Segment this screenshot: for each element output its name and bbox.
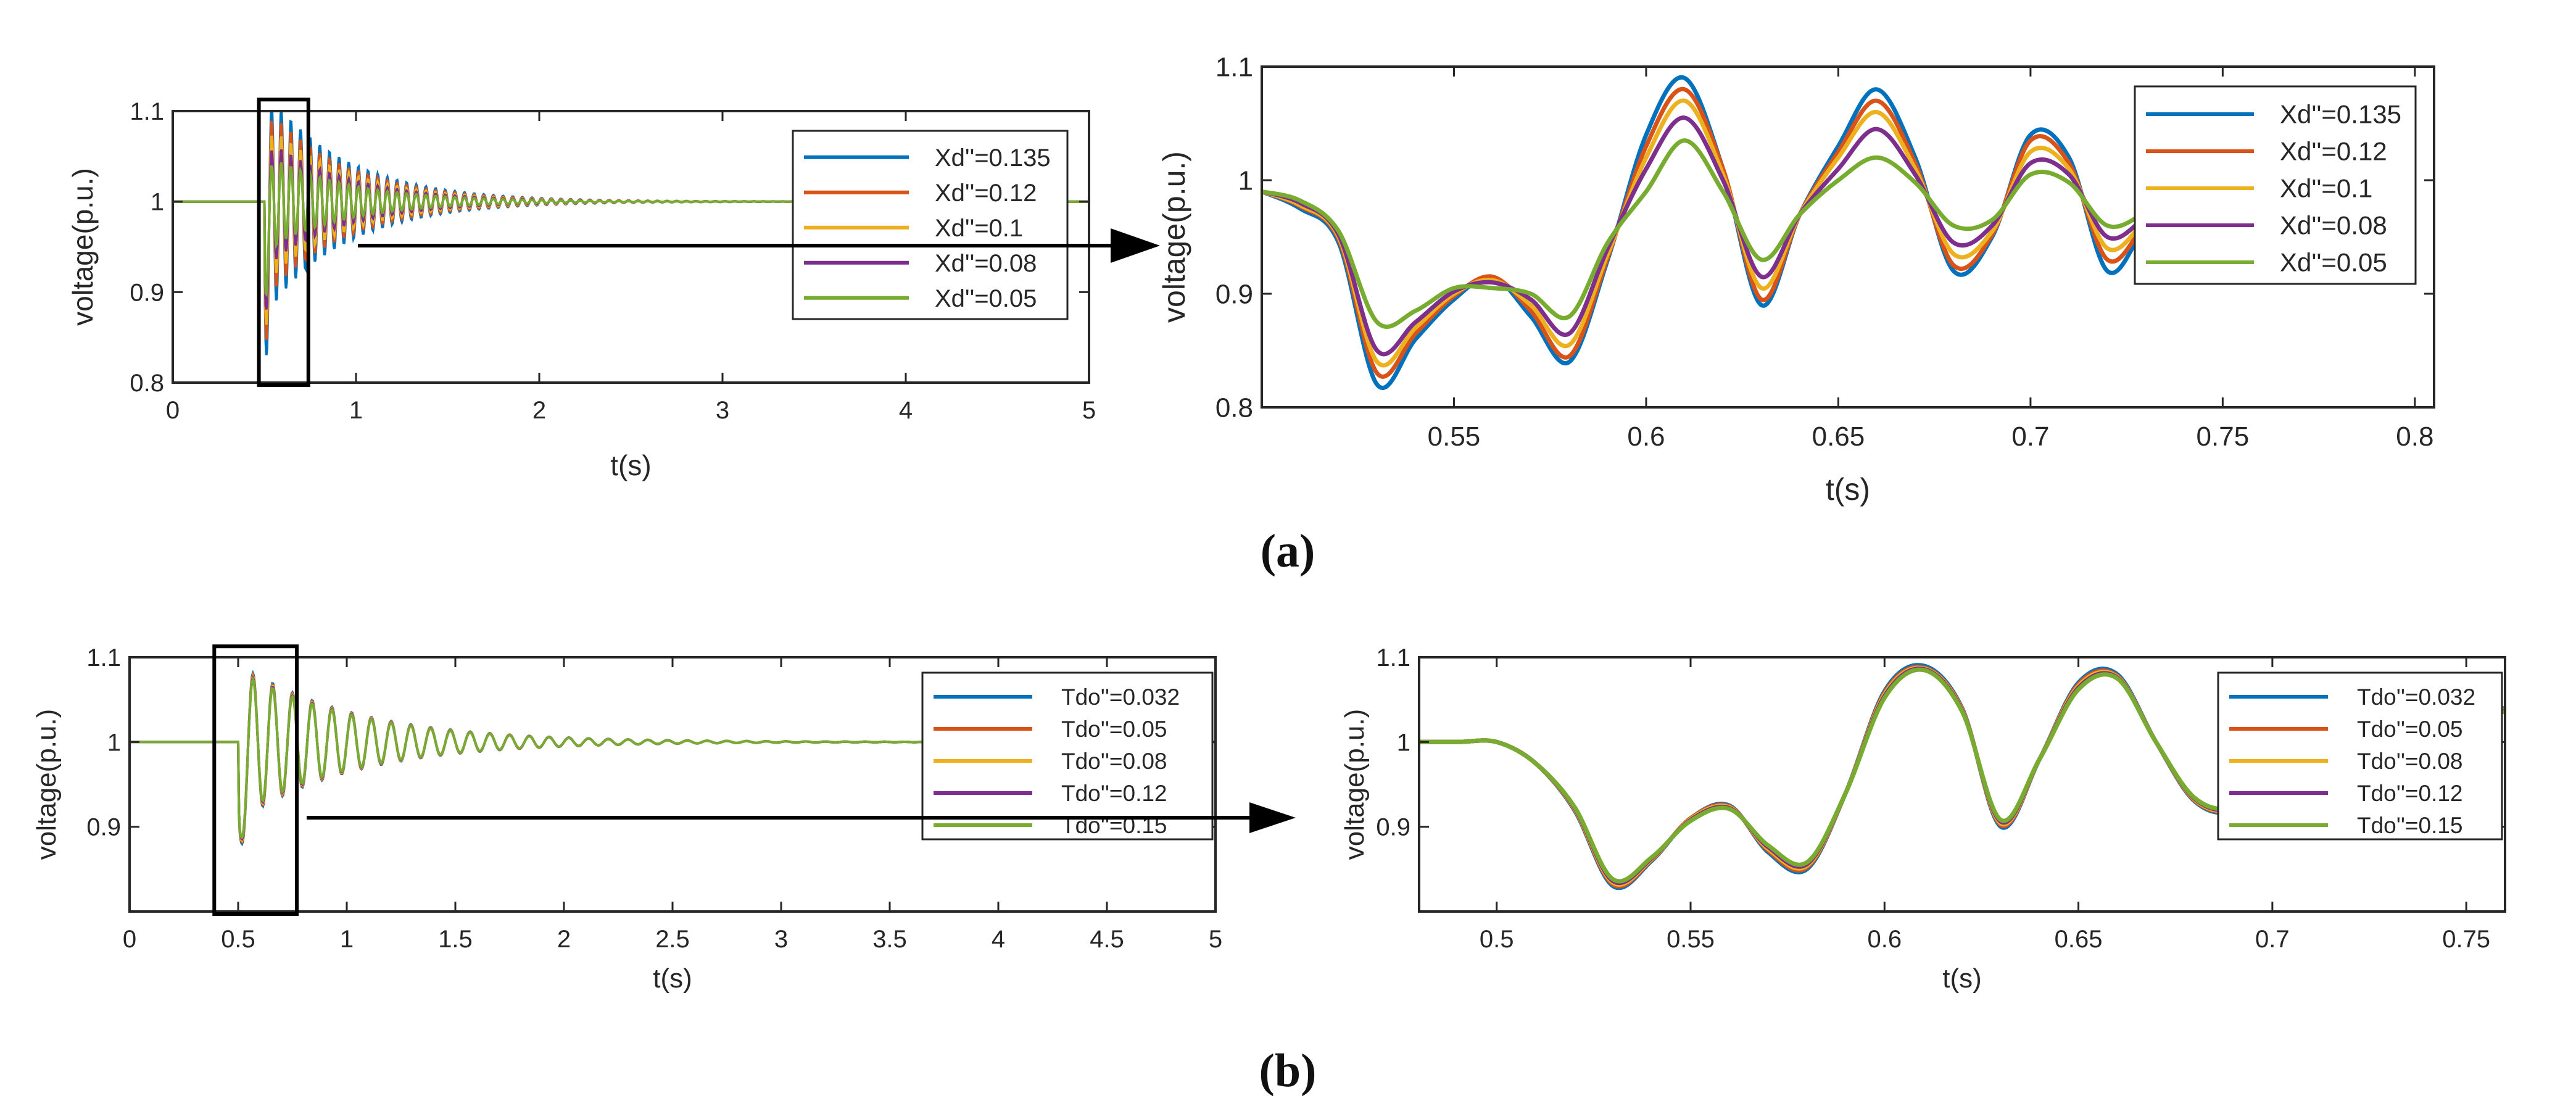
y-tick-label: 1 — [1397, 729, 1410, 756]
legend-entry: Tdo''=0.05 — [1061, 716, 1167, 742]
panel-label-b: (b) — [1259, 1045, 1317, 1097]
legend-box — [2134, 85, 2417, 285]
x-tick-label: 1 — [349, 397, 363, 424]
x-tick-label: 0.55 — [1428, 422, 1481, 452]
chart-a-zoom: 0.55 0.6 0.65 0.7 0.75 0.8 0.8 0.9 1 1.1 t(s) volta… — [1157, 52, 2435, 507]
legend-entry: Xd''=0.135 — [935, 144, 1051, 172]
x-tick-label: 4 — [899, 397, 913, 424]
legend-entry: Tdo''=0.032 — [1061, 684, 1180, 710]
legend-entry: Xd''=0.1 — [935, 215, 1023, 242]
legend-entry: Xd''=0.05 — [2280, 248, 2387, 277]
x-tick-label: 0.65 — [2055, 926, 2103, 953]
legend-entry: Tdo''=0.05 — [2357, 716, 2463, 742]
y-tick-label: 0.9 — [130, 279, 164, 306]
x-tick-label: 1 — [340, 926, 354, 953]
x-axis-label: t(s) — [610, 449, 651, 481]
y-tick-label: 1 — [151, 189, 164, 216]
x-tick-label: 4.5 — [1090, 926, 1124, 953]
axes-box — [1261, 65, 2435, 409]
y-tick-label: 0.8 — [1216, 393, 1253, 423]
x-tick-label: 1.5 — [438, 926, 473, 953]
x-tick-label: 0 — [166, 397, 180, 424]
chart-a-full: 0 1 2 3 4 5 0.8 0.9 1 1.1 t(s) voltage(p.u.) Xd''=0.… — [67, 98, 1096, 481]
legend-entry: Xd''=0.08 — [2280, 211, 2387, 240]
x-tick-label: 0.5 — [221, 926, 255, 953]
y-tick-label: 1 — [107, 729, 121, 756]
legend-box — [792, 130, 1069, 320]
legend-entry: Xd''=0.08 — [935, 250, 1037, 277]
x-tick-label: 2 — [532, 397, 546, 424]
y-tick-label: 0.9 — [86, 814, 121, 841]
zoom-arrow-a — [358, 228, 1160, 263]
legend: Xd''=0.135 Xd''=0.12 Xd''=0.1 Xd''=0.08 Xd''… — [792, 130, 1069, 320]
legend-box — [921, 671, 1214, 841]
x-tick-label: 0.6 — [1627, 422, 1665, 452]
legend: Tdo''=0.032 Tdo''=0.05 Tdo''=0.08 Tdo''=0.1… — [921, 671, 1214, 841]
legend: Xd''=0.135 Xd''=0.12 Xd''=0.1 Xd''=0.08 Xd''… — [2134, 85, 2417, 285]
x-tick-label: 2.5 — [655, 926, 690, 953]
x-tick-label: 4 — [992, 926, 1005, 953]
x-tick-label: 0 — [123, 926, 136, 953]
zoom-region-box — [257, 98, 310, 387]
zoom-arrow-b — [307, 802, 1296, 833]
y-tick-label: 0.9 — [1376, 814, 1410, 841]
x-tick-label: 3 — [774, 926, 788, 953]
x-tick-label: 3 — [716, 397, 729, 424]
axes-box — [1418, 656, 2506, 913]
x-axis-label: t(s) — [1942, 963, 1982, 994]
y-axis-label: voltage(p.u.) — [67, 168, 99, 326]
x-tick-label: 2 — [557, 926, 571, 953]
x-tick-label: 0.7 — [2255, 926, 2290, 953]
x-tick-label: 0.75 — [2197, 422, 2250, 452]
chart-b-full: 0 0.5 1 1.5 2 2.5 3 3.5 4 4.5 5 0.9 1 1.1 t(s) voltage(… — [31, 644, 1222, 994]
legend-entry: Xd''=0.135 — [2280, 100, 2401, 129]
legend-entry: Tdo''=0.12 — [1061, 781, 1167, 806]
legend: Tdo''=0.032 Tdo''=0.05 Tdo''=0.08 Tdo''=0.1… — [2217, 671, 2503, 841]
legend-box — [2217, 671, 2503, 841]
y-tick-label: 1.1 — [1216, 52, 1253, 82]
chart-b-zoom: 0.5 0.55 0.6 0.65 0.7 0.75 0.9 1 1.1 t(s) voltage(… — [1340, 644, 2506, 994]
legend-entry: Xd''=0.05 — [935, 285, 1037, 312]
legend-entry: Tdo''=0.08 — [1061, 749, 1167, 774]
legend-entry: Xd''=0.12 — [2280, 137, 2387, 166]
y-axis-label: voltage(p.u.) — [1157, 151, 1191, 323]
y-tick-label: 1 — [1238, 165, 1253, 196]
legend-entry: Tdo''=0.032 — [2357, 684, 2475, 710]
y-axis-label: voltage(p.u.) — [1340, 709, 1370, 860]
legend-entry: Tdo''=0.15 — [2357, 813, 2463, 838]
y-tick-label: 0.9 — [1216, 279, 1253, 309]
legend-entry: Xd''=0.1 — [2280, 174, 2372, 203]
y-axis-label: voltage(p.u.) — [31, 709, 62, 860]
legend-entry: Tdo''=0.08 — [2357, 749, 2463, 774]
x-tick-label: 0.55 — [1667, 926, 1715, 953]
x-tick-label: 3.5 — [872, 926, 907, 953]
panel-label-a: (a) — [1261, 525, 1315, 577]
y-tick-label: 1.1 — [130, 98, 164, 125]
x-axis-label: t(s) — [1826, 472, 1870, 507]
x-tick-label: 0.5 — [1480, 926, 1514, 953]
x-tick-label: 5 — [1082, 397, 1096, 424]
x-tick-label: 0.6 — [1867, 926, 1902, 953]
x-tick-label: 0.65 — [1812, 422, 1865, 452]
x-tick-label: 0.75 — [2442, 926, 2490, 953]
y-tick-label: 0.8 — [130, 370, 164, 397]
x-axis-label: t(s) — [653, 963, 692, 994]
zoom-region-box — [212, 644, 299, 916]
y-tick-label: 1.1 — [1376, 644, 1410, 671]
legend-entry: Xd''=0.12 — [935, 180, 1037, 207]
x-tick-label: 0.7 — [2011, 422, 2049, 452]
y-tick-label: 1.1 — [86, 644, 121, 671]
x-tick-label: 0.8 — [2396, 422, 2433, 452]
x-tick-label: 5 — [1209, 926, 1222, 953]
legend-entry: Tdo''=0.12 — [2357, 781, 2463, 806]
